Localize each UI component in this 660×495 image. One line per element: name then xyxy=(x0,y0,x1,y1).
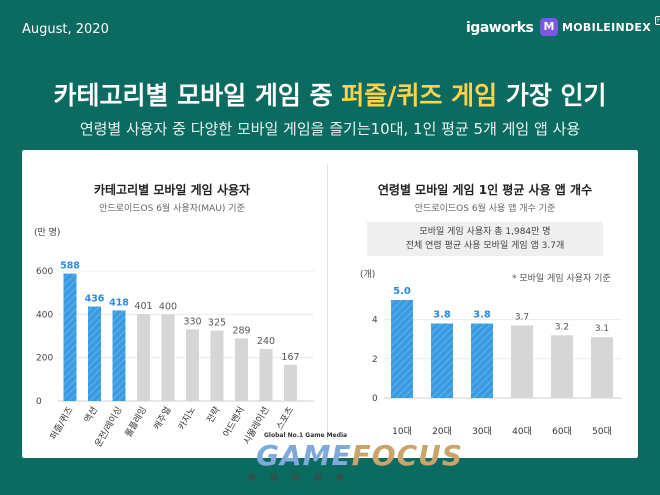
chart1-category-label: 캐주얼 xyxy=(152,405,174,432)
chart1-y-unit: (만 명) xyxy=(34,227,60,238)
page-subtitle: 연령별 사용자 중 다양한 모바일 게임을 즐기는10대, 1인 평균 5개 게… xyxy=(79,120,581,138)
page-title: 카테고리별 모바일 게임 중 퍼즐/퀴즈 게임 가장 인기 xyxy=(0,76,660,112)
chart1-category-label: 퍼즐/퀴즈 xyxy=(48,405,76,442)
chart1-y-tick-label: 200 xyxy=(36,354,53,364)
chart1-bar xyxy=(112,310,126,401)
igaworks-logo: igaworks xyxy=(466,20,534,36)
chart2-y-tick-label: 4 xyxy=(372,316,378,326)
content-panel: 카테고리별 모바일 게임 사용자 안드로이드OS 6월 사용자(MAU) 기준 … xyxy=(22,150,638,458)
chart2-bar xyxy=(591,337,613,398)
chart1-bar xyxy=(235,338,248,401)
chart1-value-label: 588 xyxy=(60,261,80,272)
chart1-bar xyxy=(63,273,77,401)
pager-dot[interactable] xyxy=(292,473,300,481)
chart2-bar xyxy=(511,325,533,398)
chart2-category-label: 20대 xyxy=(432,426,452,437)
chart2-category-label: 50대 xyxy=(592,426,612,437)
chart2-y-unit: (개) xyxy=(360,269,375,280)
chart1-category-label: 어드벤처 xyxy=(220,405,247,440)
watermark-logo: GAMEFOCUS xyxy=(256,439,463,472)
chart2-y-tick-label: 2 xyxy=(372,355,378,365)
chart2-category-label: 30대 xyxy=(472,426,492,437)
panel-divider xyxy=(327,164,328,440)
chart2-title: 연령별 모바일 게임 1인 평균 사용 앱 개수 xyxy=(377,183,593,197)
chart1-bar xyxy=(259,349,273,401)
pager-dot[interactable] xyxy=(314,473,322,481)
chart2-category-label: 60대 xyxy=(552,426,572,437)
chart2-category-label: 40대 xyxy=(512,426,532,437)
chart1-bar xyxy=(284,364,297,401)
mobileindex-logo-text: MOBILEINDEX xyxy=(562,20,652,34)
mobileindex-logo-icon: M xyxy=(540,18,558,36)
chart1-bar xyxy=(88,306,101,401)
chart2-note-box: 모바일 게임 사용자 총 1,984만 명 전체 연령 평균 사용 모바일 게임… xyxy=(367,222,603,256)
chart1-category-label: 액션 xyxy=(81,405,100,425)
pager-dots xyxy=(248,473,344,481)
chart2-category-label: 10대 xyxy=(392,426,412,437)
watermark-game: GAME xyxy=(256,439,352,472)
chart2-value-label: 3.7 xyxy=(515,312,529,322)
chart1-y-tick-label: 400 xyxy=(36,310,53,320)
chart2-value-label: 3.8 xyxy=(473,310,491,321)
page-title-highlight: 퍼즐/퀴즈 게임 xyxy=(341,81,498,110)
chart2-value-label: 3.1 xyxy=(595,324,609,334)
chart2-bar xyxy=(431,323,453,398)
chart1-value-label: 240 xyxy=(257,336,275,347)
chart2-value-label: 5.0 xyxy=(393,286,411,297)
chart1-category-label: 카지노 xyxy=(176,405,198,432)
page-title-prefix: 카테고리별 모바일 게임 중 xyxy=(53,81,342,110)
chart1-bar xyxy=(186,329,199,401)
pager-dot[interactable] xyxy=(248,473,256,481)
chart1-y-tick-label: 600 xyxy=(36,267,53,277)
chart1-value-label: 401 xyxy=(134,301,152,312)
chart1-subtitle: 안드로이드OS 6월 사용자(MAU) 기준 xyxy=(99,204,245,214)
chart1-title: 카테고리별 모바일 게임 사용자 xyxy=(93,183,251,197)
chart2-subtitle: 안드로이드OS 6월 사용 앱 개수 기준 xyxy=(414,204,556,214)
chart2-value-label: 3.2 xyxy=(555,322,569,332)
chart1-bar xyxy=(137,314,150,401)
chart1-value-label: 167 xyxy=(281,352,299,363)
chart1-value-label: 325 xyxy=(208,318,226,329)
chart2-bar xyxy=(391,300,413,398)
chart2-y-tick-label: 0 xyxy=(372,394,378,404)
chart1-bar xyxy=(210,330,224,401)
chart1-category-label: 전략 xyxy=(204,405,223,425)
game-focus-watermark: Global No.1 Game Media GAMEFOCUS xyxy=(256,432,462,490)
chart1-svg: (만 명)0200400600588퍼즐/퀴즈436액션418운전/레이싱401… xyxy=(34,227,314,449)
mobileindex-logo: M MOBILEINDEX HD xyxy=(540,15,660,36)
chart1-value-label: 330 xyxy=(183,317,201,328)
chart2-bar xyxy=(471,323,493,398)
page-title-suffix: 가장 인기 xyxy=(497,81,607,110)
watermark-tagline: Global No.1 Game Media xyxy=(264,432,348,439)
chart1-value-label: 400 xyxy=(159,301,177,312)
chart2-note-line: 모바일 게임 사용자 총 1,984만 명 xyxy=(419,227,551,237)
chart1-value-label: 436 xyxy=(85,294,105,305)
date-label: August, 2020 xyxy=(22,22,109,37)
chart2-note-line: 전체 연령 평균 사용 모바일 게임 앱 3.7개 xyxy=(405,241,565,251)
watermark-focus: FOCUS xyxy=(351,439,464,472)
chart2-footnote: * 모바일 게임 사용자 기준 xyxy=(512,274,611,284)
chart2-svg: (개) 0 2 4 5.0 10대 3.8 20대 3.8 30대 3.7 40대 3.2 60대 3.1 5… xyxy=(360,269,622,437)
chart2-bar xyxy=(551,335,573,398)
mobileindex-hd-badge: HD xyxy=(655,15,660,25)
chart1-value-label: 418 xyxy=(109,297,129,308)
chart1-y-tick-label: 0 xyxy=(36,397,42,407)
chart1-category-label: 스포츠 xyxy=(274,405,296,432)
chart1-bar xyxy=(161,314,175,401)
pager-dot[interactable] xyxy=(336,473,344,481)
chart1-category-label: 롤플레잉 xyxy=(122,405,149,440)
chart2-value-label: 3.8 xyxy=(433,310,451,321)
pager-dot[interactable] xyxy=(270,473,278,481)
chart1-value-label: 289 xyxy=(232,325,250,336)
